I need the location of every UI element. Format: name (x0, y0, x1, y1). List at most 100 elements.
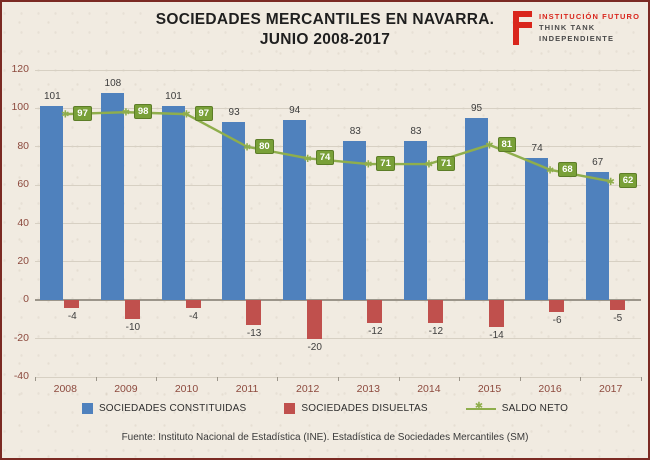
x-axis-tick-label: 2017 (599, 383, 623, 395)
source-note: Fuente: Instituto Nacional de Estadístic… (121, 432, 529, 443)
y-axis-tick-label: -20 (13, 331, 29, 344)
bar-disueltas (124, 300, 140, 320)
saldo-neto-value-label: 81 (497, 136, 517, 152)
bar-value-label-disueltas: -4 (189, 310, 198, 322)
saldo-neto-marker-icon: ✱ (546, 165, 554, 176)
bar-value-label-disueltas: -4 (67, 310, 77, 322)
bar-disueltas (367, 300, 383, 324)
bar-disueltas (64, 300, 80, 308)
x-axis-tick-mark (95, 377, 97, 381)
bar-value-label-constituidas: 95 (470, 102, 483, 114)
saldo-neto-value-label: 98 (133, 104, 153, 120)
title-line-1: SOCIEDADES MERCANTILES EN NAVARRA. (155, 11, 495, 28)
bar-value-label-disueltas: -5 (613, 312, 623, 324)
x-axis-tick-label: 2016 (538, 383, 562, 395)
saldo-neto-value-label: 97 (194, 106, 214, 122)
x-axis-tick-label: 2012 (296, 383, 320, 395)
x-axis-tick-label: 2009 (114, 383, 138, 395)
bar-constituidas (161, 106, 185, 301)
institucion-futuro-logo: INSTITUCIÓN FUTURO THINK TANK INDEPENDIE… (512, 11, 640, 45)
gridline (35, 107, 641, 109)
saldo-neto-marker-icon: ✱ (304, 154, 312, 165)
saldo-neto-value-label: 74 (315, 150, 335, 166)
bar-value-label-constituidas: 83 (349, 125, 361, 137)
x-axis-tick-mark (216, 377, 218, 381)
logo-text: INSTITUCIÓN FUTURO THINK TANK INDEPENDIE… (539, 11, 640, 44)
bar-value-label-disueltas: -12 (368, 326, 383, 338)
bar-disueltas (246, 300, 262, 326)
x-axis-tick-mark (156, 377, 158, 381)
x-axis-tick-mark (277, 377, 279, 381)
bar-value-label-disueltas: -12 (428, 326, 444, 338)
y-axis-tick-label: 20 (17, 254, 29, 267)
legend-swatch-constituidas (81, 403, 93, 414)
saldo-neto-value-label: 62 (618, 173, 638, 189)
bar-constituidas (222, 121, 246, 301)
y-axis-tick-label: 0 (23, 293, 29, 306)
bar-disueltas (306, 300, 322, 339)
gridline (35, 338, 641, 340)
saldo-neto-marker-icon: ✱ (122, 108, 130, 119)
y-axis-tick-label: 100 (11, 101, 29, 114)
bar-value-label-constituidas: 101 (165, 91, 182, 103)
bar-value-label-disueltas: -10 (125, 322, 141, 334)
title-line-2: JUNIO 2008-2017 (259, 31, 391, 48)
gridline (35, 184, 641, 186)
bar-constituidas (464, 117, 488, 301)
saldo-neto-marker-icon: ✱ (61, 110, 69, 121)
x-axis-tick-mark (519, 377, 521, 381)
x-axis-tick-mark (641, 377, 642, 381)
legend-line-marker-icon: ✱ (465, 401, 496, 414)
bar-constituidas (282, 119, 306, 301)
logo-f-icon (512, 11, 533, 45)
bar-value-label-disueltas: -14 (489, 330, 504, 342)
bar-value-label-constituidas: 94 (289, 104, 301, 116)
legend-label-disueltas: SOCIEDADES DISUELTAS (301, 403, 428, 414)
bar-value-label-disueltas: -20 (307, 341, 322, 353)
x-axis-tick-label: 2013 (356, 383, 380, 395)
saldo-neto-value-label: 97 (73, 106, 92, 122)
gridline (35, 223, 641, 224)
bar-value-label-disueltas: -6 (552, 314, 562, 326)
x-axis-tick-label: 2011 (235, 383, 259, 395)
x-axis-tick-label: 2010 (174, 383, 199, 395)
legend-swatch-disueltas (284, 403, 296, 414)
legend-item-saldo-neto: ✱ SALDO NETO (465, 401, 569, 414)
saldo-neto-marker-icon: ✱ (364, 160, 372, 171)
bar-constituidas (403, 140, 427, 301)
y-axis-tick-label: 60 (17, 178, 29, 191)
y-axis-tick-label: 40 (17, 216, 29, 229)
bar-value-label-constituidas: 67 (592, 156, 604, 168)
legend: SOCIEDADES CONSTITUIDAS SOCIEDADES DISUE… (2, 401, 648, 414)
bar-disueltas (427, 300, 443, 324)
y-axis-tick-label: 120 (11, 63, 29, 75)
bar-constituidas (343, 140, 367, 301)
page-title: SOCIEDADES MERCANTILES EN NAVARRA. JUNIO… (2, 10, 648, 50)
saldo-neto-marker-icon: ✱ (182, 110, 190, 121)
saldo-neto-value-label: 71 (376, 156, 395, 172)
legend-item-disueltas: SOCIEDADES DISUELTAS (284, 403, 428, 414)
logo-text-line-2: THINK TANK (538, 23, 596, 32)
gridline (35, 261, 641, 263)
legend-label-constituidas: SOCIEDADES CONSTITUIDAS (98, 403, 247, 414)
saldo-neto-value-label: 80 (255, 138, 274, 154)
y-axis-tick-label: 80 (17, 139, 29, 152)
legend-item-constituidas: SOCIEDADES CONSTITUIDAS (81, 403, 247, 414)
legend-label-saldo-neto: SALDO NETO (501, 403, 569, 414)
x-axis-tick-label: 2014 (417, 383, 441, 395)
bar-constituidas (40, 106, 64, 301)
bar-value-label-disueltas: -13 (246, 328, 262, 340)
gridline (35, 69, 641, 71)
x-axis-tick-mark (338, 377, 339, 381)
logo-text-line-3: INDEPENDIENTE (538, 34, 615, 43)
saldo-neto-marker-icon: ✱ (607, 177, 615, 188)
bar-value-label-constituidas: 74 (531, 143, 543, 155)
bar-disueltas (488, 300, 504, 328)
bar-value-label-constituidas: 101 (43, 91, 61, 103)
saldo-neto-marker-icon: ✱ (243, 142, 251, 153)
saldo-neto-marker-icon: ✱ (425, 160, 433, 171)
x-axis-tick-label: 2015 (477, 383, 502, 395)
gridline (35, 146, 641, 148)
